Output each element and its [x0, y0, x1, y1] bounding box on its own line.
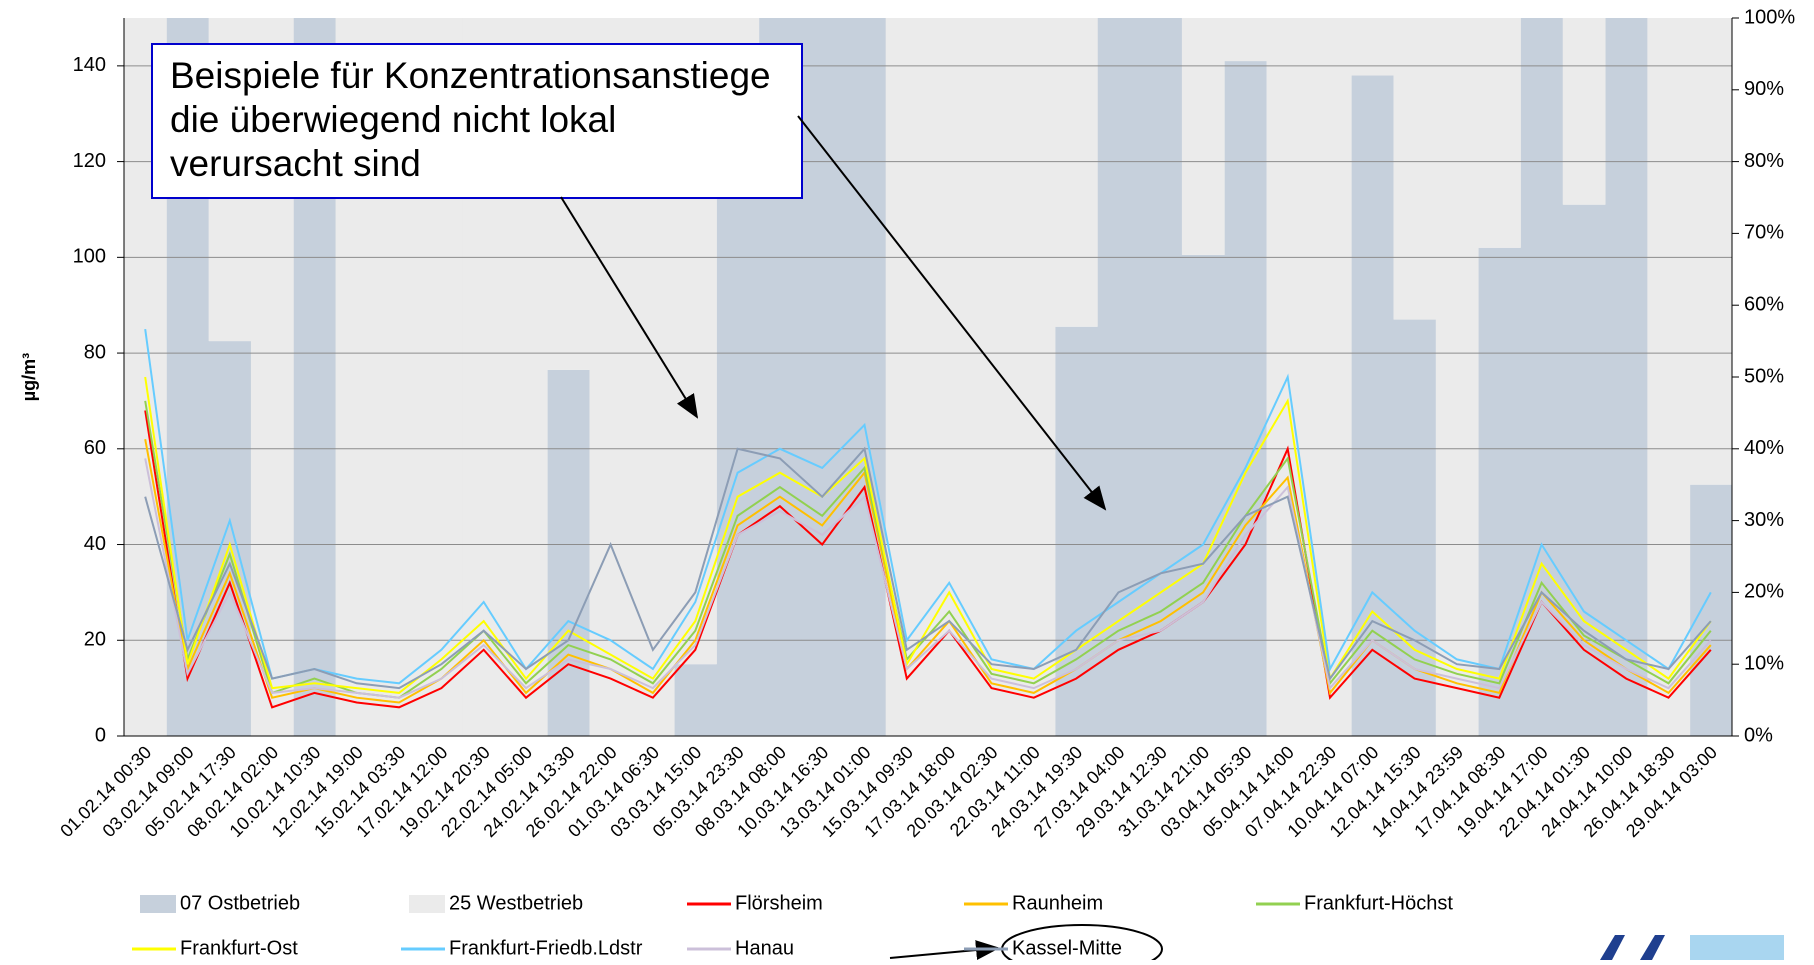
legend-swatch	[140, 895, 176, 913]
annotation-line: Beispiele für Konzentrationsanstiege	[170, 55, 771, 96]
bar	[1689, 18, 1733, 485]
bar-layer	[124, 18, 1733, 736]
y2-tick-label: 80%	[1744, 150, 1784, 172]
line-layer	[144, 328, 1712, 709]
bar	[1181, 254, 1225, 736]
annotation-arrow	[560, 196, 699, 419]
legend-label: Raunheim	[1012, 892, 1103, 914]
y2-tick-label: 60%	[1744, 293, 1784, 315]
bar	[674, 664, 717, 736]
legend-label: 25 Westbetrieb	[449, 892, 583, 914]
logo	[1690, 935, 1784, 960]
bar	[1054, 18, 1098, 327]
annotation-box	[151, 43, 803, 199]
bar	[970, 18, 1014, 736]
bar	[1478, 18, 1521, 248]
legend-label: Hanau	[735, 937, 794, 959]
y2-tick-label: 50%	[1744, 365, 1784, 387]
annotation-arrow	[797, 115, 1107, 511]
y-tick-label: 60	[84, 437, 106, 459]
bar	[843, 18, 887, 736]
y-tick-label: 80	[84, 341, 106, 363]
legend-label: 07 Ostbetrieb	[180, 892, 300, 914]
y2-tick-label: 90%	[1744, 78, 1784, 100]
y-tick-label: 20	[84, 629, 106, 651]
y2-tick-label: 30%	[1744, 509, 1784, 531]
bar	[885, 18, 929, 736]
line-series	[144, 439, 1712, 704]
legend-swatch	[409, 895, 445, 913]
line-series	[144, 328, 1712, 685]
line-series	[144, 376, 1712, 694]
bar	[1224, 18, 1268, 62]
annotation-line: verursacht sind	[170, 143, 421, 184]
bar	[1181, 18, 1225, 255]
line-series	[144, 458, 1712, 699]
y-tick-label: 100	[73, 246, 106, 268]
y2-tick-label: 20%	[1744, 581, 1784, 603]
y2-tick-label: 70%	[1744, 222, 1784, 244]
bar	[1097, 18, 1141, 736]
bar	[547, 369, 590, 736]
y-tick-label: 0	[95, 724, 106, 746]
legend: 07 Ostbetrieb 25 Westbetrieb Flörsheim Raun…	[132, 892, 1453, 959]
y2-tick-label: 100%	[1744, 6, 1795, 28]
bar	[1012, 18, 1056, 736]
logo	[1600, 935, 1665, 960]
y2-tick-label: 0%	[1744, 724, 1773, 746]
bar	[1605, 18, 1648, 736]
y-tick-label: 120	[73, 150, 106, 172]
legend-label: Kassel-Mitte	[1012, 937, 1122, 959]
bar	[1393, 319, 1437, 736]
bar	[1689, 484, 1733, 736]
y-tick-label: 40	[84, 533, 106, 555]
bar	[208, 341, 252, 736]
bar	[1562, 18, 1606, 205]
line-series	[144, 446, 1712, 690]
y2-tick-label: 40%	[1744, 437, 1784, 459]
bar	[1435, 18, 1479, 736]
y2-tick-label: 10%	[1744, 652, 1784, 674]
bar	[1308, 18, 1352, 736]
line-series	[144, 410, 1712, 709]
y-axis-label: µg/m³	[19, 353, 39, 401]
bar	[716, 197, 760, 736]
legend-label: Frankfurt-Ost	[180, 937, 298, 959]
bar	[1647, 18, 1691, 736]
bar	[1562, 204, 1606, 736]
bar	[1351, 75, 1394, 736]
bar	[1393, 18, 1437, 320]
bar	[1351, 18, 1394, 76]
y-tick-label: 140	[73, 54, 106, 76]
bar	[1139, 18, 1183, 736]
bar	[1478, 247, 1521, 736]
legend-label: Frankfurt-Höchst	[1304, 892, 1453, 914]
legend-label: Flörsheim	[735, 892, 823, 914]
annotation-line: die überwiegend nicht lokal	[170, 99, 616, 140]
bar	[801, 18, 844, 736]
bar	[1224, 61, 1268, 736]
legend-label: Frankfurt-Friedb.Ldstr	[449, 937, 643, 959]
